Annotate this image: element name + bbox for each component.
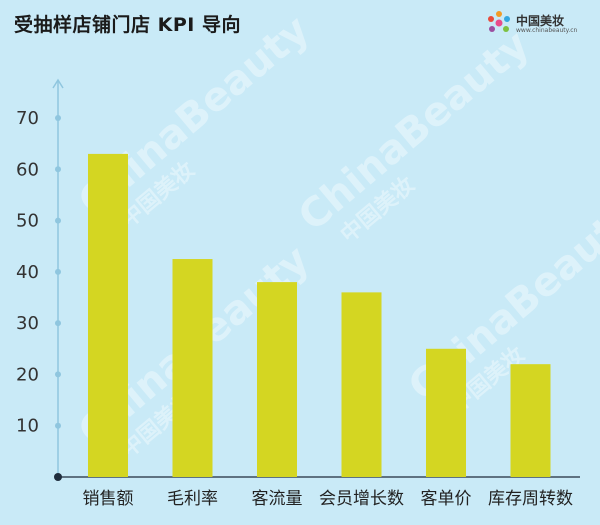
y-tick-label: 10 (16, 416, 39, 437)
x-tick-label: 毛利率 (167, 489, 218, 509)
y-tick-mark (55, 371, 61, 378)
y-tick-mark (55, 166, 61, 173)
y-tick-label: 50 (16, 211, 39, 232)
y-tick-mark (55, 115, 61, 121)
bar (341, 292, 382, 477)
bar (426, 348, 466, 477)
y-tick-mark (55, 217, 61, 224)
x-tick-label: 客单价 (421, 489, 472, 509)
x-tick-label: 库存周转数 (488, 489, 573, 509)
bar (510, 364, 551, 477)
x-tick-label: 会员增长数 (319, 489, 404, 509)
y-tick-label: 70 (16, 108, 39, 129)
bar (172, 259, 213, 477)
y-axis-arrow (52, 78, 64, 89)
y-tick-label: 20 (16, 364, 39, 385)
logo-subtext: www.chinabeauty.cn (516, 27, 578, 34)
y-tick-mark (55, 422, 61, 429)
bar (88, 153, 128, 477)
y-tick-label: 40 (16, 262, 39, 283)
y-tick-mark (55, 268, 61, 275)
x-tick-label: 销售额 (83, 489, 134, 509)
chart-title: 受抽样店铺门店 KPI 导向 (14, 14, 241, 36)
brand-logo: 中国美妆 www.chinabeauty.cn (486, 8, 586, 40)
y-tick-label: 30 (16, 313, 39, 334)
logo-mark-icon (488, 11, 510, 32)
logo-text: 中国美妆 (516, 14, 565, 28)
bar (257, 282, 297, 477)
y-tick-mark (55, 320, 61, 327)
y-tick-mark (54, 473, 62, 481)
y-tick-label: 60 (16, 159, 39, 180)
x-tick-label: 客流量 (252, 489, 303, 509)
